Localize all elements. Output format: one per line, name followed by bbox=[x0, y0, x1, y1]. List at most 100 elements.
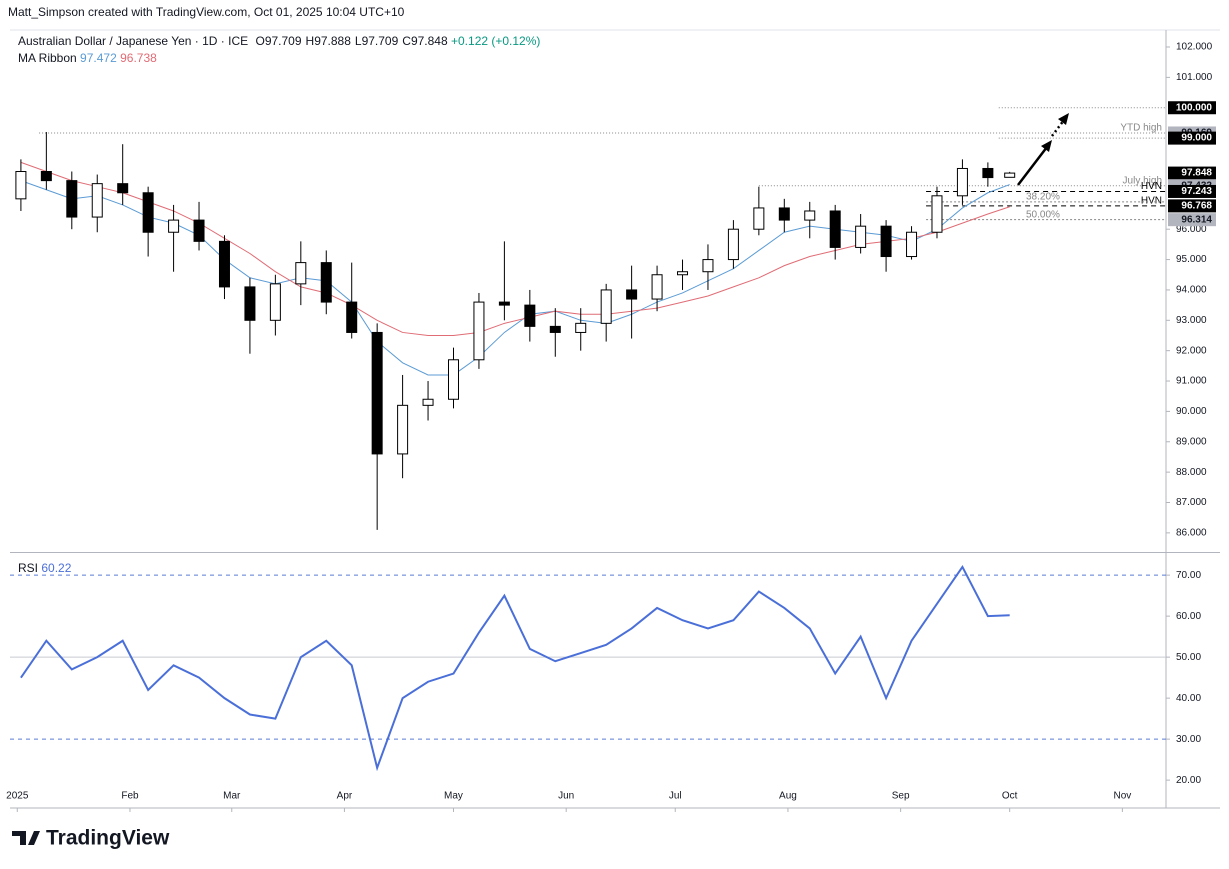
candle-body bbox=[193, 219, 205, 242]
candle-body bbox=[804, 210, 816, 221]
arrow-head bbox=[1058, 113, 1069, 125]
y-tick-label: 94.000 bbox=[1176, 285, 1207, 296]
candle-body bbox=[142, 192, 154, 233]
ma-label: MA Ribbon bbox=[18, 51, 77, 65]
candle-body bbox=[778, 207, 790, 221]
credit: Matt_Simpson created with TradingView.co… bbox=[8, 5, 405, 19]
ohlc-legend: O97.709 H97.888 L97.709 C97.848 bbox=[255, 34, 448, 48]
x-tick-label: Oct bbox=[1002, 791, 1018, 802]
symbol-legend: Australian Dollar / Japanese Yen · 1D · … bbox=[18, 34, 540, 48]
change: +0.122 (+0.12%) bbox=[451, 34, 540, 48]
symbol-title: Australian Dollar / Japanese Yen · 1D · … bbox=[18, 34, 248, 48]
candle-body bbox=[295, 262, 307, 285]
candle-body bbox=[397, 404, 409, 455]
candle-body bbox=[320, 262, 332, 303]
x-tick-label: Jun bbox=[558, 791, 574, 802]
y-tick-label: 87.000 bbox=[1176, 497, 1207, 508]
ma-line bbox=[20, 161, 1010, 336]
candle-body bbox=[91, 183, 103, 218]
x-tick-label: Sep bbox=[892, 791, 910, 802]
candle-body bbox=[753, 207, 765, 230]
candle-body bbox=[66, 180, 78, 218]
price-label: 97.243 bbox=[1181, 186, 1212, 197]
dotted-arrow bbox=[1051, 119, 1065, 137]
arrow-head bbox=[1041, 140, 1052, 152]
y-tick-label: 96.000 bbox=[1176, 224, 1207, 235]
y-tick-label: 89.000 bbox=[1176, 436, 1207, 447]
y-tick-label: 40.00 bbox=[1176, 693, 1201, 704]
candle-body bbox=[244, 286, 256, 321]
level-label: 50.00% bbox=[1026, 209, 1060, 220]
ohlc-key: H bbox=[306, 34, 315, 48]
ohlc-key: L bbox=[355, 34, 362, 48]
price-label-box bbox=[1168, 101, 1216, 115]
candle-body bbox=[524, 304, 536, 327]
x-tick-label: Jul bbox=[669, 791, 682, 802]
candle-body bbox=[906, 231, 918, 258]
x-tick-label: May bbox=[444, 791, 463, 802]
candle-body bbox=[1004, 172, 1016, 178]
candle-body bbox=[473, 301, 485, 361]
price-label-box bbox=[1168, 131, 1216, 145]
price-label: 96.768 bbox=[1181, 201, 1212, 212]
ohlc-value: 97.709 bbox=[362, 34, 399, 48]
candle-body bbox=[498, 301, 510, 306]
candle-body bbox=[422, 398, 434, 406]
price-label-box bbox=[1168, 213, 1216, 227]
ma-legend: MA Ribbon 97.472 96.738 bbox=[18, 51, 157, 65]
candle-body bbox=[855, 225, 867, 248]
rsi-label: RSI bbox=[18, 561, 38, 575]
x-tick-label: Nov bbox=[1113, 791, 1131, 802]
ma-value: 96.738 bbox=[120, 51, 157, 65]
y-tick-label: 102.000 bbox=[1176, 42, 1213, 53]
candle-body bbox=[982, 167, 994, 179]
candle-body bbox=[218, 240, 230, 288]
candle-body bbox=[702, 259, 714, 273]
logo: TradingView bbox=[12, 827, 170, 850]
x-tick-label: 2025 bbox=[6, 791, 29, 802]
y-tick-label: 101.000 bbox=[1176, 72, 1213, 83]
candle-body bbox=[829, 210, 841, 248]
x-tick-label: Mar bbox=[223, 791, 241, 802]
y-tick-label: 93.000 bbox=[1176, 315, 1207, 326]
price-label: 99.000 bbox=[1181, 133, 1212, 144]
candle-body bbox=[40, 171, 52, 182]
y-tick-label: 92.000 bbox=[1176, 345, 1207, 356]
candle-body bbox=[575, 322, 587, 333]
y-tick-label: 88.000 bbox=[1176, 467, 1207, 478]
y-tick-label: 60.00 bbox=[1176, 611, 1201, 622]
candle-body bbox=[371, 331, 383, 455]
x-tick-label: Feb bbox=[121, 791, 139, 802]
candle-body bbox=[931, 195, 943, 233]
x-tick-label: Apr bbox=[337, 791, 353, 802]
y-tick-label: 86.000 bbox=[1176, 528, 1207, 539]
y-tick-label: 95.000 bbox=[1176, 254, 1207, 265]
ohlc-key: O bbox=[255, 34, 264, 48]
level-label: HVN bbox=[1141, 196, 1162, 207]
y-tick-label: 90.000 bbox=[1176, 406, 1207, 417]
ma-line bbox=[20, 180, 1010, 376]
arrow bbox=[1017, 146, 1048, 186]
candle-body bbox=[600, 289, 612, 324]
rsi-value: 60.22 bbox=[41, 561, 71, 575]
candle-body bbox=[880, 225, 892, 258]
y-tick-label: 20.00 bbox=[1176, 775, 1201, 786]
level-label: HVN bbox=[1141, 181, 1162, 192]
ohlc-value: 97.888 bbox=[314, 34, 351, 48]
price-label: 100.000 bbox=[1176, 102, 1213, 113]
candle-body bbox=[15, 171, 27, 200]
price-label-box bbox=[1168, 199, 1216, 213]
ma-value: 97.472 bbox=[80, 51, 117, 65]
candle-body bbox=[117, 183, 129, 194]
rsi-legend: RSI 60.22 bbox=[18, 561, 72, 575]
ohlc-value: 97.709 bbox=[265, 34, 302, 48]
logo-mark bbox=[12, 831, 40, 845]
ohlc-value: 97.848 bbox=[411, 34, 448, 48]
ohlc-key: C bbox=[402, 34, 411, 48]
candle-body bbox=[168, 219, 180, 233]
price-label-box bbox=[1168, 184, 1216, 198]
candle-body bbox=[447, 359, 459, 400]
level-label: 38.20% bbox=[1026, 192, 1060, 203]
